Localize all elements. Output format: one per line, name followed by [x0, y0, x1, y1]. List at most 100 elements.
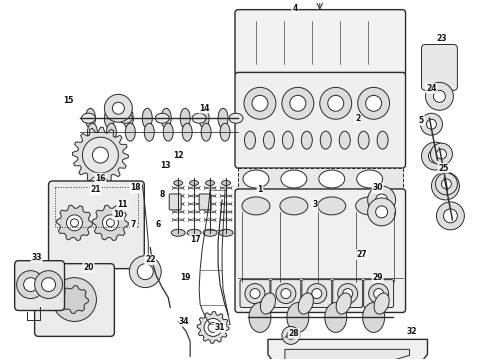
- Ellipse shape: [144, 123, 154, 141]
- Ellipse shape: [357, 170, 383, 188]
- Text: 22: 22: [145, 255, 155, 264]
- Ellipse shape: [218, 108, 228, 128]
- Ellipse shape: [363, 302, 385, 332]
- FancyBboxPatch shape: [15, 261, 65, 310]
- Text: 8: 8: [160, 190, 165, 199]
- Ellipse shape: [220, 123, 230, 141]
- Circle shape: [437, 202, 465, 230]
- Circle shape: [290, 95, 306, 111]
- Text: 12: 12: [173, 150, 183, 159]
- Text: 7: 7: [131, 220, 136, 229]
- Ellipse shape: [282, 131, 294, 149]
- Polygon shape: [197, 311, 229, 343]
- Circle shape: [366, 95, 382, 111]
- Text: 18: 18: [130, 184, 141, 193]
- Polygon shape: [93, 205, 128, 240]
- Ellipse shape: [161, 108, 171, 128]
- Text: 34: 34: [179, 317, 190, 326]
- Ellipse shape: [339, 131, 350, 149]
- Ellipse shape: [318, 197, 346, 215]
- Ellipse shape: [356, 197, 384, 215]
- Ellipse shape: [219, 229, 233, 236]
- Ellipse shape: [106, 123, 116, 141]
- Ellipse shape: [203, 229, 217, 236]
- Ellipse shape: [229, 113, 243, 123]
- Ellipse shape: [123, 108, 133, 128]
- Circle shape: [102, 215, 119, 231]
- Circle shape: [17, 271, 45, 298]
- Text: 30: 30: [372, 184, 383, 193]
- Text: 27: 27: [356, 250, 367, 259]
- Circle shape: [287, 332, 295, 339]
- Ellipse shape: [206, 180, 215, 185]
- Ellipse shape: [243, 170, 269, 188]
- Ellipse shape: [192, 113, 206, 123]
- Ellipse shape: [325, 302, 347, 332]
- Text: 20: 20: [83, 263, 94, 272]
- Circle shape: [65, 289, 84, 310]
- Circle shape: [320, 87, 352, 119]
- Circle shape: [137, 264, 153, 280]
- Text: 13: 13: [160, 161, 171, 170]
- Text: 2: 2: [355, 114, 360, 123]
- Circle shape: [376, 206, 388, 218]
- Polygon shape: [56, 205, 93, 240]
- Ellipse shape: [190, 180, 198, 185]
- Circle shape: [437, 149, 446, 159]
- Ellipse shape: [87, 123, 98, 141]
- Circle shape: [112, 102, 124, 114]
- Circle shape: [426, 119, 437, 129]
- Circle shape: [282, 87, 314, 119]
- Ellipse shape: [374, 293, 389, 314]
- Text: 14: 14: [199, 104, 209, 113]
- FancyBboxPatch shape: [35, 264, 114, 336]
- Text: 33: 33: [31, 253, 42, 262]
- FancyBboxPatch shape: [169, 194, 181, 210]
- FancyBboxPatch shape: [49, 181, 144, 269]
- FancyBboxPatch shape: [302, 280, 332, 307]
- Circle shape: [439, 179, 452, 193]
- FancyBboxPatch shape: [235, 72, 406, 168]
- Circle shape: [358, 87, 390, 119]
- Text: 29: 29: [372, 273, 383, 282]
- Ellipse shape: [187, 229, 201, 236]
- Circle shape: [250, 289, 260, 298]
- FancyBboxPatch shape: [333, 280, 363, 307]
- Ellipse shape: [281, 170, 307, 188]
- Ellipse shape: [173, 180, 183, 185]
- Ellipse shape: [163, 123, 173, 141]
- Circle shape: [245, 284, 265, 303]
- Circle shape: [312, 289, 322, 298]
- Ellipse shape: [199, 108, 209, 128]
- Circle shape: [42, 278, 55, 292]
- Ellipse shape: [155, 113, 169, 123]
- Ellipse shape: [180, 108, 190, 128]
- Ellipse shape: [336, 293, 351, 314]
- Circle shape: [204, 319, 222, 336]
- Polygon shape: [268, 339, 427, 360]
- Ellipse shape: [201, 123, 211, 141]
- FancyBboxPatch shape: [271, 280, 301, 307]
- Circle shape: [281, 289, 291, 298]
- Circle shape: [428, 149, 442, 163]
- Polygon shape: [285, 349, 410, 360]
- Circle shape: [106, 219, 114, 227]
- Circle shape: [343, 289, 353, 298]
- Ellipse shape: [264, 131, 274, 149]
- Ellipse shape: [171, 229, 185, 236]
- Text: 28: 28: [289, 329, 299, 338]
- Text: 15: 15: [63, 96, 74, 105]
- Circle shape: [441, 179, 451, 189]
- Circle shape: [431, 143, 452, 165]
- Text: 19: 19: [180, 273, 191, 282]
- Circle shape: [282, 327, 300, 345]
- Circle shape: [129, 256, 161, 288]
- Circle shape: [52, 278, 97, 321]
- Text: 31: 31: [215, 323, 225, 332]
- Text: 4: 4: [292, 4, 297, 13]
- Circle shape: [35, 271, 63, 298]
- Circle shape: [425, 82, 453, 110]
- Circle shape: [338, 284, 358, 303]
- Bar: [54, 187, 138, 227]
- Ellipse shape: [125, 123, 135, 141]
